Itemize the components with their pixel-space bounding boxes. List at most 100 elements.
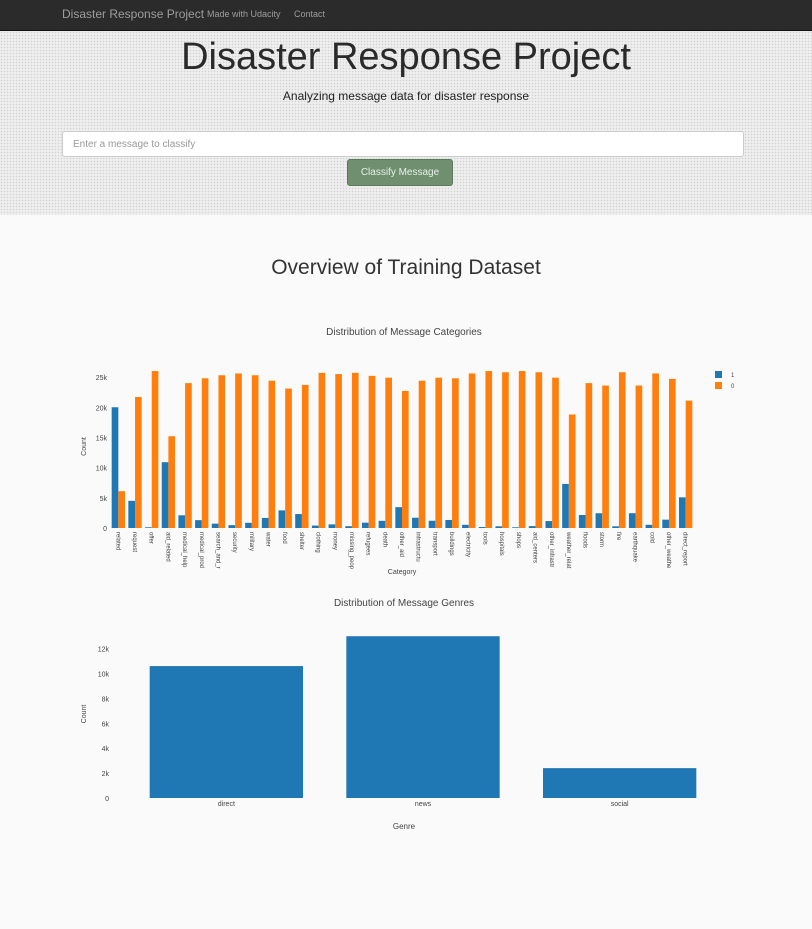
chart-title: Distribution of Message Genres (334, 598, 474, 609)
navbar-brand[interactable]: Disaster Response Project (62, 7, 205, 21)
bar-related-series-0 (118, 491, 126, 528)
bar-offer-series-0 (151, 371, 159, 528)
bar-earthquake-series-1 (628, 513, 636, 528)
bar-military-series-0 (251, 375, 259, 528)
bar-direct-report-series-1 (678, 497, 686, 528)
bar-hospitals-series-1 (495, 526, 503, 528)
classify-message-button[interactable]: Classify Message (347, 159, 453, 186)
bar-floods-series-1 (578, 515, 586, 528)
bar-buildings-series-0 (452, 378, 459, 528)
nav-link-udacity[interactable]: Made with Udacity (207, 9, 281, 19)
bar-weather-relat-series-0 (568, 414, 576, 528)
bar-aid-related-series-1 (161, 462, 169, 528)
page-title: Disaster Response Project (181, 36, 631, 78)
x-tick-label-death: death (381, 532, 387, 547)
bar-related-series-1 (111, 407, 119, 528)
bar-aid-related-series-0 (168, 436, 176, 528)
bar-tools-series-1 (478, 527, 486, 528)
x-tick-label-request: request (131, 532, 137, 552)
bar-refugees-series-1 (361, 522, 369, 528)
x-tick-label-buildings: buildings (448, 532, 454, 556)
x-tick-label-direct-report: direct_report (682, 532, 688, 566)
bar-fire-series-0 (618, 372, 626, 528)
bar-medical-prod-series-1 (195, 520, 202, 528)
bar-clothing-series-0 (318, 372, 326, 528)
y-tick-label: 20k (96, 405, 108, 412)
x-tick-label-food: food (281, 532, 287, 544)
bar-refugees-series-0 (368, 375, 376, 528)
nav-link-contact[interactable]: Contact (294, 9, 326, 19)
categories-chart: Distribution of Message Categories 0 5k 10k… (81, 327, 735, 576)
x-tick-label-electricity: electricity (465, 532, 471, 557)
bar-floods-series-0 (585, 383, 593, 528)
y-tick-label: 10k (96, 466, 108, 473)
bar-water-series-1 (261, 517, 269, 528)
y-tick-label: 10k (98, 672, 110, 679)
x-tick-label-social: social (611, 801, 629, 808)
x-tick-label-related: related (114, 532, 120, 550)
x-tick-label-shelter: shelter (298, 532, 304, 550)
bar-offer-series-1 (145, 527, 152, 528)
y-tick-label: 0 (103, 526, 107, 533)
x-tick-label-medical-prod: medical_prod (198, 532, 204, 568)
legend-label-series-0: 0 (731, 384, 735, 390)
bar-direct-report-series-0 (685, 400, 693, 528)
bar-storm-series-0 (602, 385, 609, 528)
header-jumbotron: Disaster Response Project Analyzing mess… (0, 31, 812, 215)
bar-news (346, 636, 500, 798)
bar-security-series-0 (235, 373, 242, 528)
y-tick-label: 0 (105, 796, 109, 803)
bar-fire-series-1 (612, 526, 619, 528)
bar-transport-series-0 (435, 377, 443, 528)
bar-social (543, 768, 697, 798)
bar-medical-prod-series-0 (201, 378, 209, 528)
x-tick-label-weather-relat: weather_relat (565, 531, 571, 569)
bar-shops-series-1 (512, 527, 519, 528)
x-tick-label-fire: fire (615, 532, 621, 541)
bar-weather-relat-series-1 (562, 483, 569, 528)
x-tick-label-shops: shops (515, 532, 521, 548)
bar-other-weathe-series-1 (662, 519, 669, 528)
x-tick-label-missing-peop: missing_peop (348, 532, 354, 570)
x-tick-label-water: water (265, 531, 271, 547)
bar-earthquake-series-0 (635, 385, 643, 528)
legend-label-series-1: 1 (731, 373, 735, 379)
x-tick-label-money: money (331, 532, 337, 550)
y-tick-label: 8k (102, 696, 110, 703)
navbar: Disaster Response Project Made with Udac… (0, 0, 812, 31)
bar-request-series-0 (135, 397, 142, 528)
x-tick-label-infrastructu: infrastructu (415, 532, 421, 562)
x-axis-label: Genre (393, 822, 416, 831)
bar-money-series-1 (328, 524, 336, 528)
bar-security-series-1 (228, 525, 236, 528)
y-axis-label: Count (81, 437, 88, 456)
bar-other-aid-series-1 (395, 507, 402, 528)
x-tick-label-other-infrastr: other_infrastr (548, 532, 554, 567)
bar-electricity-series-1 (462, 524, 469, 528)
bar-clothing-series-1 (311, 525, 319, 528)
bar-shops-series-0 (518, 371, 526, 528)
page-subtitle: Analyzing message data for disaster resp… (282, 89, 530, 103)
bar-death-series-1 (378, 520, 386, 528)
bar-transport-series-1 (428, 520, 436, 528)
bar-money-series-0 (335, 374, 342, 528)
y-axis-label: Count (81, 705, 88, 724)
y-tick-label: 12k (98, 647, 110, 654)
bar-aid-centers-series-1 (528, 526, 536, 528)
bar-food-series-1 (278, 510, 286, 528)
bar-other-infrastr-series-1 (545, 521, 553, 528)
message-input[interactable] (62, 131, 744, 157)
bar-request-series-1 (128, 500, 136, 528)
bar-infrastructu-series-0 (418, 380, 426, 528)
y-tick-label: 2k (102, 771, 110, 778)
bar-buildings-series-1 (445, 519, 453, 528)
bar-search-and-r-series-0 (218, 375, 226, 528)
x-tick-label-refugees: refugees (365, 532, 371, 555)
chart-title: Distribution of Message Categories (326, 327, 482, 338)
legend-swatch-series-1 (715, 371, 722, 378)
bar-storm-series-1 (595, 513, 603, 528)
y-tick-label: 4k (102, 746, 110, 753)
bar-infrastructu-series-1 (412, 517, 419, 528)
bar-direct (149, 666, 303, 798)
y-tick-label: 6k (102, 721, 110, 728)
